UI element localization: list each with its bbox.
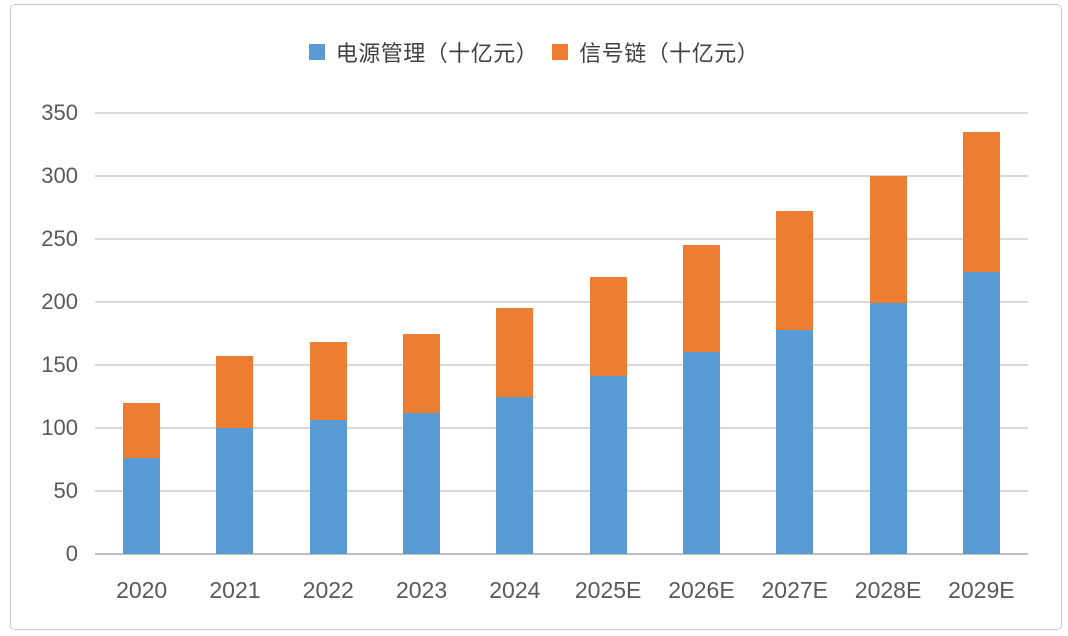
legend: 电源管理（十亿元） 信号链（十亿元） xyxy=(0,36,1068,68)
bar-group-2023 xyxy=(403,333,441,554)
y-tick-label: 150 xyxy=(41,352,78,377)
y-tick-label: 100 xyxy=(41,415,78,440)
gridline xyxy=(95,490,1028,492)
bar-segment-power-management xyxy=(869,303,907,554)
legend-swatch-signal-chain xyxy=(552,44,569,60)
x-tick-label: 2020 xyxy=(116,577,168,603)
legend-item-signal-chain: 信号链（十亿元） xyxy=(552,36,759,68)
bar-group-2024 xyxy=(496,308,534,554)
legend-swatch-power-management xyxy=(308,44,325,60)
x-tick-label: 2026E xyxy=(668,577,735,603)
y-tick-label: 300 xyxy=(41,163,78,188)
y-tick-label: 50 xyxy=(53,478,78,503)
bar-group-2022 xyxy=(309,342,347,554)
gridline xyxy=(95,364,1028,366)
bar-group-2025E xyxy=(589,276,627,554)
y-tick-label: 200 xyxy=(41,289,78,314)
bar-segment-signal-chain xyxy=(962,131,1000,272)
bar-segment-signal-chain xyxy=(869,176,907,304)
legend-label-signal-chain: 信号链（十亿元） xyxy=(579,41,760,66)
bar-segment-power-management xyxy=(962,271,1000,554)
bar-segment-power-management xyxy=(123,458,161,554)
bar-group-2029E xyxy=(962,131,1000,554)
bar-group-2028E xyxy=(869,176,907,554)
bar-segment-power-management xyxy=(216,428,254,554)
bar-segment-power-management xyxy=(403,412,441,554)
bar-group-2020 xyxy=(123,402,161,554)
bar-segment-power-management xyxy=(682,352,720,554)
bar-segment-signal-chain xyxy=(776,211,814,330)
bar-segment-power-management xyxy=(776,329,814,554)
bar-group-2021 xyxy=(216,356,254,554)
x-tick-label: 2023 xyxy=(395,577,448,603)
gridline xyxy=(95,238,1028,240)
x-axis-baseline xyxy=(95,553,1028,556)
x-tick-label: 2029E xyxy=(948,577,1015,603)
bar-segment-signal-chain xyxy=(496,308,534,397)
bar-segment-power-management xyxy=(589,376,627,554)
x-tick-label: 2028E xyxy=(854,577,922,603)
bar-segment-signal-chain xyxy=(682,245,720,353)
bar-segment-signal-chain xyxy=(309,342,347,421)
legend-item-power-management: 电源管理（十亿元） xyxy=(308,36,539,68)
gridline xyxy=(95,427,1028,429)
x-tick-label: 2024 xyxy=(489,577,541,603)
bar-segment-signal-chain xyxy=(216,356,254,428)
x-tick-label: 2025E xyxy=(574,577,642,603)
x-tick-label: 2021 xyxy=(209,577,261,603)
legend-label-power-management: 电源管理（十亿元） xyxy=(335,41,539,66)
bar-segment-signal-chain xyxy=(589,276,627,377)
bar-segment-signal-chain xyxy=(403,333,441,413)
bar-group-2027E xyxy=(776,211,814,554)
bar-segment-power-management xyxy=(309,420,347,554)
bar-segment-power-management xyxy=(496,396,534,554)
x-tick-label: 2027E xyxy=(761,577,828,603)
y-tick-label: 250 xyxy=(41,226,78,251)
y-tick-label: 350 xyxy=(41,100,78,125)
bar-segment-signal-chain xyxy=(123,402,161,459)
x-tick-label: 2022 xyxy=(302,577,354,603)
bar-group-2026E xyxy=(682,245,720,554)
y-tick-label: 0 xyxy=(65,541,78,566)
gridline xyxy=(95,301,1028,303)
gridline xyxy=(95,175,1028,177)
gridline xyxy=(95,112,1028,114)
